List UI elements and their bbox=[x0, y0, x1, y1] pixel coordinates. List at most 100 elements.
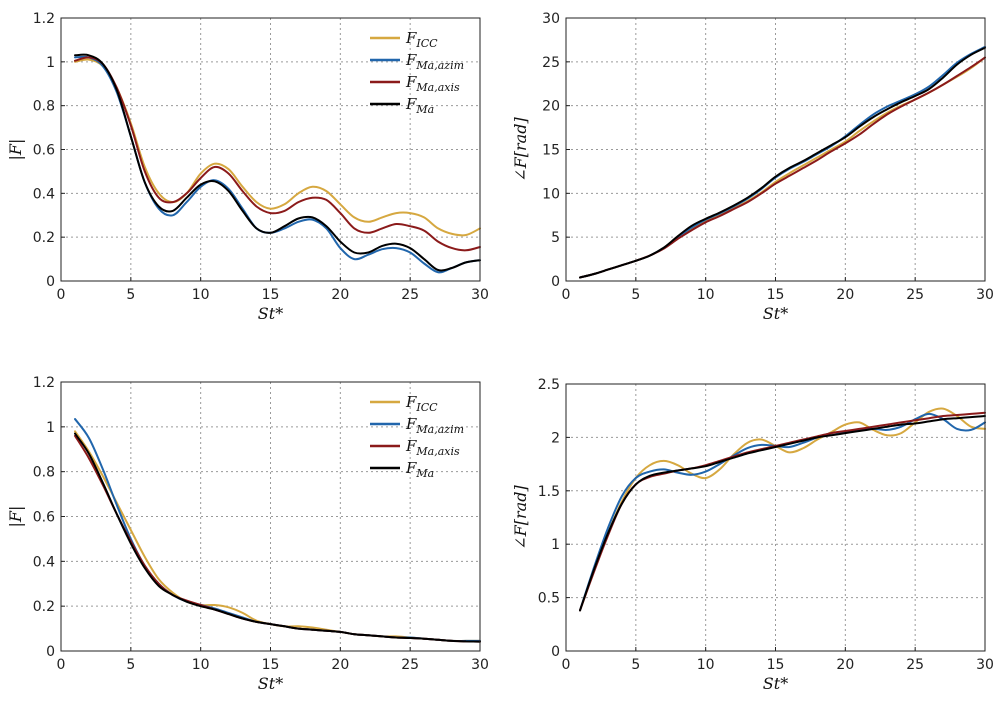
y-tick-label: 1.5 bbox=[538, 484, 560, 500]
y-tick-label: 1.2 bbox=[33, 375, 55, 391]
legend-label: FMa bbox=[405, 95, 434, 116]
y-tick-label: 15 bbox=[542, 143, 560, 159]
x-axis-label: St* bbox=[258, 674, 283, 693]
x-tick-label: 15 bbox=[262, 657, 280, 673]
legend-label-base: F bbox=[405, 437, 417, 455]
y-axis-label: ∠F[rad] bbox=[511, 485, 530, 550]
legend-label-subscript: Ma,azim bbox=[415, 423, 464, 436]
legend-label: FICC bbox=[405, 393, 438, 414]
x-tick-label: 10 bbox=[192, 657, 210, 673]
series-line-f-ma bbox=[579, 415, 986, 612]
y-tick-label: 1 bbox=[551, 537, 560, 553]
x-tick-label: 10 bbox=[697, 287, 715, 303]
legend-label-subscript: ICC bbox=[415, 401, 438, 414]
x-tick-label: 15 bbox=[262, 287, 280, 303]
x-tick-label: 15 bbox=[767, 657, 785, 673]
x-tick-label: 10 bbox=[192, 287, 210, 303]
x-tick-label: 30 bbox=[471, 287, 489, 303]
legend-label: FMa,axis bbox=[405, 437, 460, 458]
x-axis-label: St* bbox=[258, 304, 283, 323]
series-line-f-ma-axis bbox=[74, 56, 481, 252]
series-line-f-ma bbox=[579, 46, 986, 279]
legend-label-subscript: Ma,axis bbox=[415, 445, 460, 458]
x-tick-label: 0 bbox=[562, 287, 571, 303]
panel-bottom-right: 0 5 10 15 20 25 30 0 0.5 1 1.5 2 2.5 St* ∠F[rad] bbox=[511, 377, 994, 693]
y-axis-label: |F| bbox=[6, 506, 25, 528]
y-tick-label: 2.5 bbox=[538, 377, 560, 393]
y-tick-label: 0 bbox=[551, 644, 560, 660]
y-tick-label: 0 bbox=[46, 274, 55, 290]
series-line-f-ma-axis bbox=[579, 411, 986, 612]
series-line-f-ma bbox=[74, 53, 481, 272]
plot-frame bbox=[60, 381, 481, 652]
y-tick-label: 25 bbox=[542, 55, 560, 71]
legend-label-base: F bbox=[405, 29, 417, 47]
y-tick-label: 1 bbox=[46, 420, 55, 436]
y-axis-label: ∠F[rad] bbox=[511, 117, 530, 182]
y-tick-label: 0.6 bbox=[33, 510, 55, 526]
x-axis-label: St* bbox=[763, 304, 788, 323]
x-tick-label: 20 bbox=[836, 287, 854, 303]
x-tick-label: 0 bbox=[562, 657, 571, 673]
y-tick-label: 10 bbox=[542, 186, 560, 202]
x-axis-label: St* bbox=[763, 674, 788, 693]
x-tick-label: 25 bbox=[906, 657, 924, 673]
legend-label: FICC bbox=[405, 29, 438, 50]
y-tick-label: 0.8 bbox=[33, 99, 55, 115]
legend-label-base: F bbox=[405, 393, 417, 411]
x-tick-label: 5 bbox=[126, 287, 135, 303]
x-tick-label: 25 bbox=[906, 287, 924, 303]
x-tick-label: 0 bbox=[57, 287, 66, 303]
y-tick-label: 0 bbox=[551, 274, 560, 290]
y-tick-label: 0 bbox=[46, 644, 55, 660]
legend-label: FMa bbox=[405, 459, 434, 480]
series-line-f-ma-azim bbox=[579, 45, 986, 279]
x-tick-label: 25 bbox=[401, 657, 419, 673]
y-tick-label: 5 bbox=[551, 230, 560, 246]
legend-label-subscript: ICC bbox=[415, 37, 438, 50]
x-tick-label: 30 bbox=[976, 657, 994, 673]
plot-frame bbox=[565, 383, 986, 652]
legend-label-subscript: Ma,axis bbox=[415, 81, 460, 94]
panel-top-left: 0 5 10 15 20 25 3000.20.40.60.811.2St*|F|FICCF… bbox=[6, 11, 489, 323]
y-tick-label: 0.2 bbox=[33, 599, 55, 615]
panel-bottom-left: 0 5 10 15 20 25 3000.20.40.60.811.2St*|F|FICCF… bbox=[6, 375, 489, 693]
series-line-f-ma bbox=[74, 432, 481, 643]
x-tick-label: 5 bbox=[126, 657, 135, 673]
legend-label-base: F bbox=[405, 459, 417, 477]
x-tick-label: 20 bbox=[836, 657, 854, 673]
x-tick-label: 0 bbox=[57, 657, 66, 673]
y-tick-label: 0.4 bbox=[33, 554, 55, 570]
legend-label-base: F bbox=[405, 95, 417, 113]
legend-label-base: F bbox=[405, 51, 417, 69]
panel-top-right: 0 5 10 15 20 25 30 0 5 10 15 20 25 30 St* ∠F[rad] bbox=[511, 11, 994, 323]
legend-label-subscript: Ma bbox=[415, 467, 434, 480]
legend-label: FMa,azim bbox=[405, 51, 464, 72]
series-line-f-icc bbox=[74, 430, 481, 642]
x-tick-label: 20 bbox=[331, 657, 349, 673]
x-tick-label: 25 bbox=[401, 287, 419, 303]
legend-label: FMa,azim bbox=[405, 415, 464, 436]
y-axis-label: |F| bbox=[6, 139, 25, 161]
y-tick-label: 0.5 bbox=[538, 591, 560, 607]
legend-label-base: F bbox=[405, 73, 417, 91]
legend-label-subscript: Ma bbox=[415, 103, 434, 116]
y-tick-label: 1.2 bbox=[33, 11, 55, 27]
y-tick-label: 1 bbox=[46, 55, 55, 71]
legend-label-subscript: Ma,azim bbox=[415, 59, 464, 72]
plot-frame bbox=[565, 17, 986, 282]
x-tick-label: 20 bbox=[331, 287, 349, 303]
series-line-f-icc bbox=[74, 58, 481, 237]
legend-label: FMa,axis bbox=[405, 73, 460, 94]
y-tick-label: 2 bbox=[551, 430, 560, 446]
series-line-f-ma-azim bbox=[579, 412, 986, 612]
y-tick-label: 0.4 bbox=[33, 186, 55, 202]
y-tick-label: 0.6 bbox=[33, 143, 55, 159]
y-tick-label: 0.8 bbox=[33, 465, 55, 481]
x-tick-label: 10 bbox=[697, 657, 715, 673]
series-line-f-icc bbox=[579, 407, 986, 612]
y-tick-label: 20 bbox=[542, 99, 560, 115]
